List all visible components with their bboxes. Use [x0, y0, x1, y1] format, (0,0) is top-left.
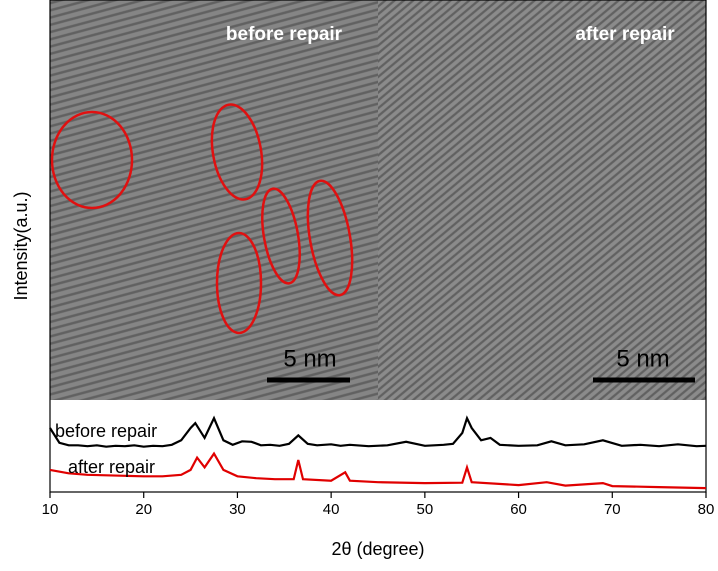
- x-axis-label: 2θ (degree): [331, 539, 424, 559]
- image-label: after repair: [575, 24, 675, 45]
- image-label: before repair: [226, 24, 343, 45]
- tem-before: 5 nm before repair: [50, 0, 378, 400]
- y-axis-label: Intensity(a.u.): [11, 191, 31, 300]
- x-tick-label: 30: [229, 501, 246, 518]
- series-line: [49, 415, 707, 448]
- x-tick-label: 60: [510, 501, 527, 518]
- x-tick-label: 70: [604, 501, 621, 518]
- scale-bar-label: 5 nm: [616, 345, 669, 372]
- x-tick-label: 80: [698, 501, 715, 518]
- series-line: [49, 451, 707, 490]
- plot-frame: [49, 0, 707, 493]
- series-label: after repair: [68, 457, 155, 477]
- scale-bar-label: 5 nm: [283, 345, 336, 372]
- series-label: before repair: [55, 421, 157, 441]
- x-tick-label: 50: [417, 501, 434, 518]
- x-tick-label: 20: [135, 501, 152, 518]
- tem-after: 5 nm after repair: [378, 0, 706, 400]
- x-tick-label: 10: [42, 501, 59, 518]
- x-tick-label: 40: [323, 501, 340, 518]
